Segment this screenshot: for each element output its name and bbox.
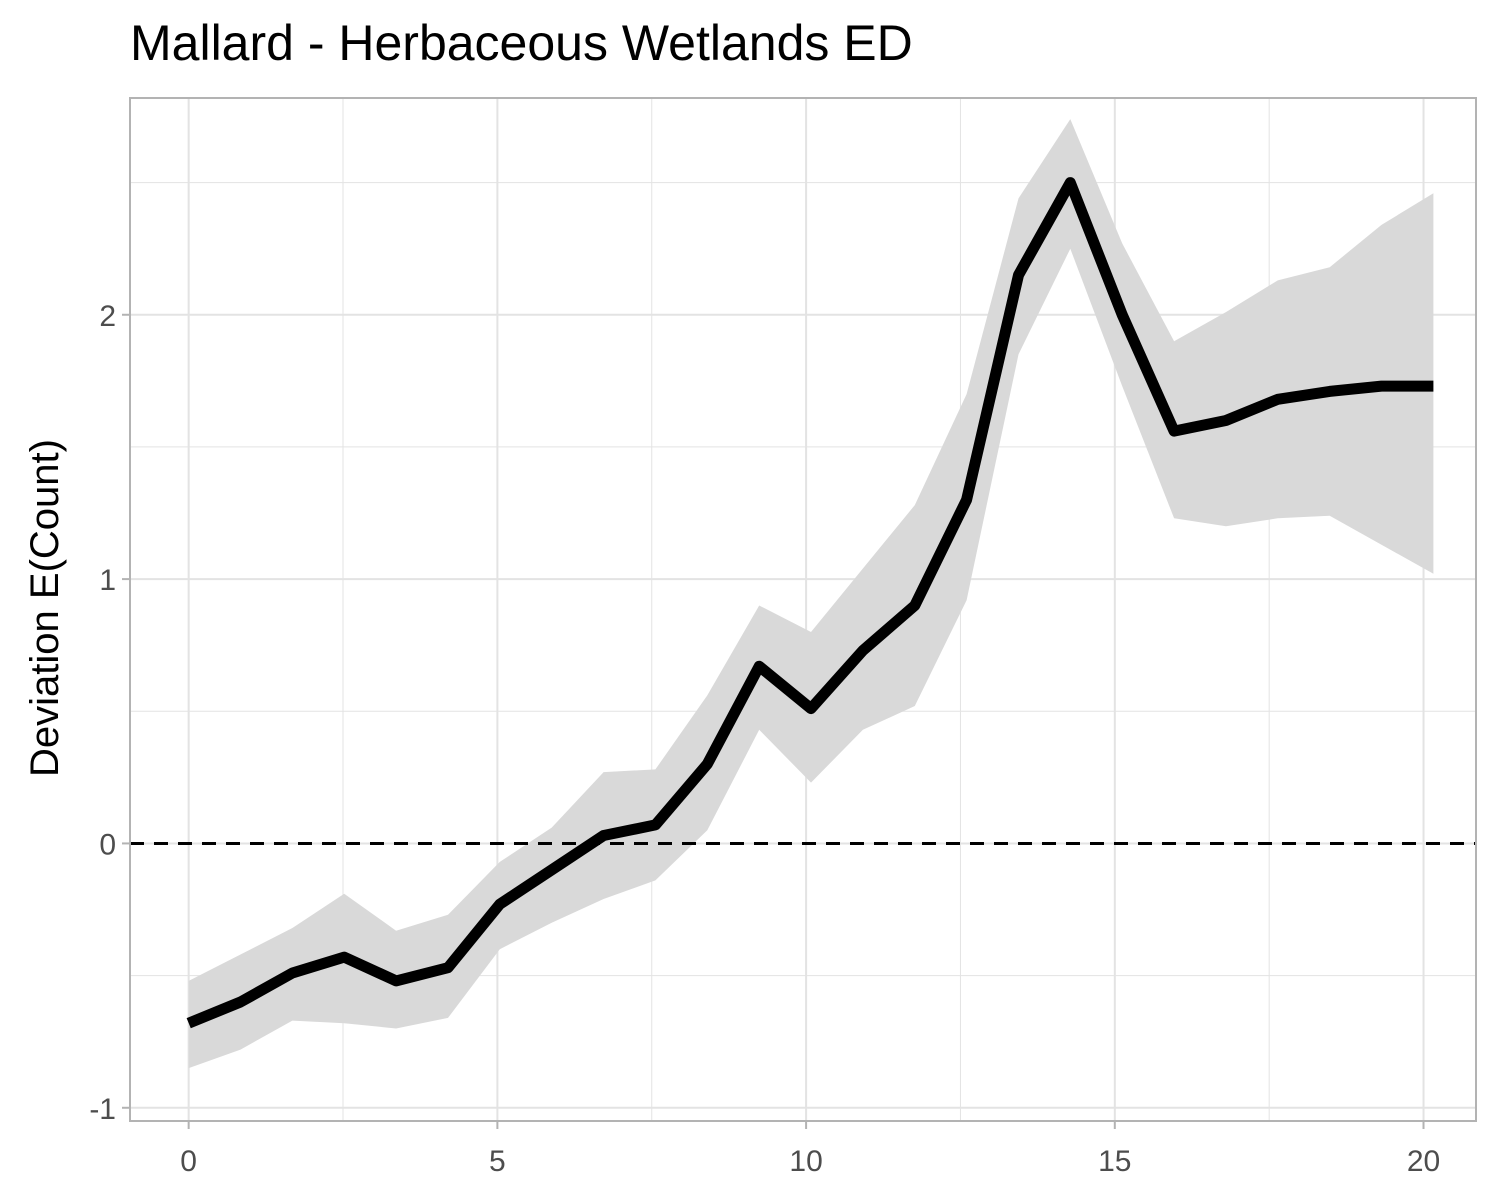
y-axis-title: Deviation E(Count) <box>23 439 67 777</box>
x-tick-label: 0 <box>180 1145 197 1178</box>
y-tick-label: 2 <box>99 300 116 333</box>
confidence-band <box>188 119 1434 1069</box>
y-tick-label: 0 <box>99 828 116 861</box>
y-tick-label: 1 <box>99 564 116 597</box>
data-points <box>188 182 1434 1024</box>
x-tick-label: 15 <box>1098 1145 1131 1178</box>
y-tick-label: -1 <box>89 1093 116 1126</box>
panel-border <box>129 97 1477 1122</box>
axis-ticks <box>122 313 1425 1129</box>
x-tick-label: 10 <box>789 1145 822 1178</box>
y-tick-labels: -1 0 1 2 <box>89 300 116 1126</box>
chart-title: Mallard - Herbaceous Wetlands ED <box>130 15 913 71</box>
x-tick-labels: 0 5 10 15 20 <box>180 1145 1440 1178</box>
x-tick-label: 5 <box>489 1145 506 1178</box>
x-tick-label: 20 <box>1407 1145 1440 1178</box>
